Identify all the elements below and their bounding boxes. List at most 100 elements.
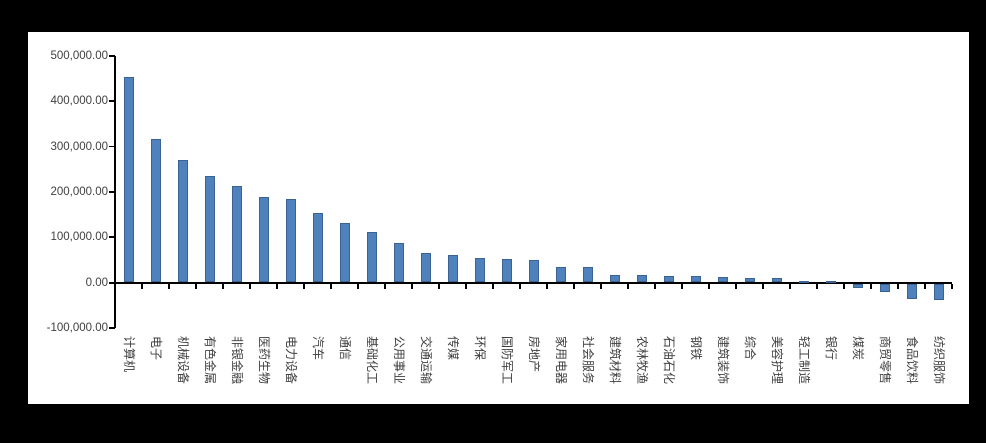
bar-非银金融 [232,185,242,282]
bar-银行 [826,280,836,283]
x-axis-tick-mark [600,283,602,289]
bar-钢铁 [691,275,701,282]
x-axis-tick-mark [222,283,224,289]
category-label: 通信 [338,336,352,361]
y-axis-tick-label: 400,000.00 [50,95,108,108]
bar-美容护理 [772,277,782,282]
x-axis-tick-mark [708,283,710,289]
x-axis-tick-mark [384,283,386,289]
y-axis-tick-label: 300,000.00 [50,140,108,153]
bar-建筑材料 [610,274,620,282]
x-axis-tick-mark [870,283,872,289]
bar-汽车 [313,212,323,282]
bar-国防军工 [502,258,512,282]
category-label: 银行 [824,336,838,361]
x-axis-tick-mark [573,283,575,289]
y-axis-tick-label: 0.00 [85,276,108,289]
category-label: 电子 [149,336,163,361]
bar-医药生物 [259,196,269,282]
y-axis-tick-mark [109,327,115,329]
bar-环保 [475,257,485,282]
x-axis-tick-mark [303,283,305,289]
category-label: 有色金属 [203,336,217,385]
category-label: 房地产 [527,336,541,373]
bar-基础化工 [367,231,377,282]
x-axis-tick-mark [249,283,251,289]
x-axis-tick-mark [546,283,548,289]
bar-综合 [745,277,755,282]
x-axis-tick-mark [951,283,953,289]
x-axis-tick-mark [789,283,791,289]
bar-家用电器 [556,266,566,282]
y-axis-tick-mark [109,145,115,148]
bar-机械设备 [178,159,188,282]
bar-有色金属 [205,175,215,282]
y-axis-tick-label: 100,000.00 [50,231,108,244]
x-axis-tick-mark [762,283,764,289]
bar-计算机 [124,76,134,282]
category-label: 食品饮料 [905,336,919,385]
x-axis-tick-mark [411,283,413,289]
category-label: 医药生物 [257,336,271,385]
bar-通信 [340,222,350,282]
bar-商贸零售 [880,283,890,292]
category-label: 电力设备 [284,336,298,385]
category-label: 传媒 [446,336,460,361]
bar-房地产 [529,259,539,282]
x-axis-tick-mark [627,283,629,289]
category-label: 纺织服饰 [932,336,946,385]
x-axis-tick-mark [681,283,683,289]
category-label: 轻工制造 [797,336,811,385]
y-axis-line [114,56,116,328]
bar-农林牧渔 [637,274,647,282]
bar-社会服务 [583,266,593,282]
bar-建筑装饰 [718,276,728,282]
bar-公用事业 [394,242,404,282]
category-label: 环保 [473,336,487,361]
y-axis-tick-mark [109,191,115,193]
y-axis-tick-label: -100,000.00 [46,322,108,334]
x-axis-tick-mark [735,283,737,289]
bar-食品饮料 [907,283,917,299]
category-label: 汽车 [311,336,325,361]
category-label: 建筑材料 [608,336,622,385]
x-axis-tick-mark [330,283,332,289]
x-axis-tick-mark [492,283,494,289]
bar-电力设备 [286,198,296,282]
y-axis-tick-mark [109,236,115,238]
y-axis-tick-label: 200,000.00 [50,186,108,198]
category-label: 基础化工 [365,336,379,385]
bar-石油石化 [664,275,674,282]
category-label: 交通运输 [419,336,433,385]
category-label: 国防军工 [500,336,514,385]
x-axis-tick-mark [843,283,845,289]
x-axis-tick-mark [465,283,467,289]
category-label: 家用电器 [554,336,568,385]
x-axis-tick-mark [141,283,143,289]
x-axis-line [109,281,952,284]
y-axis-tick-mark [109,100,115,102]
category-label: 公用事业 [392,336,406,385]
category-label: 社会服务 [581,336,595,385]
category-label: 计算机 [122,336,136,373]
category-label: 机械设备 [176,336,190,385]
y-axis-tick-label: 500,000.00 [50,50,108,62]
y-axis-tick-mark [109,55,115,57]
x-axis-tick-mark [654,283,656,289]
category-label: 石油石化 [662,336,676,385]
category-label: 钢铁 [689,336,703,361]
category-label: 综合 [743,336,757,361]
x-axis-tick-mark [438,283,440,289]
x-axis-tick-mark [357,283,359,289]
x-axis-tick-mark [519,283,521,289]
bar-传媒 [448,254,458,282]
x-axis-tick-mark [168,283,170,289]
bar-轻工制造 [799,280,809,283]
bar-电子 [151,138,161,282]
category-label: 农林牧渔 [635,336,649,385]
x-axis-tick-mark [897,283,899,289]
category-label: 商贸零售 [878,336,892,385]
x-axis-tick-mark [276,283,278,289]
